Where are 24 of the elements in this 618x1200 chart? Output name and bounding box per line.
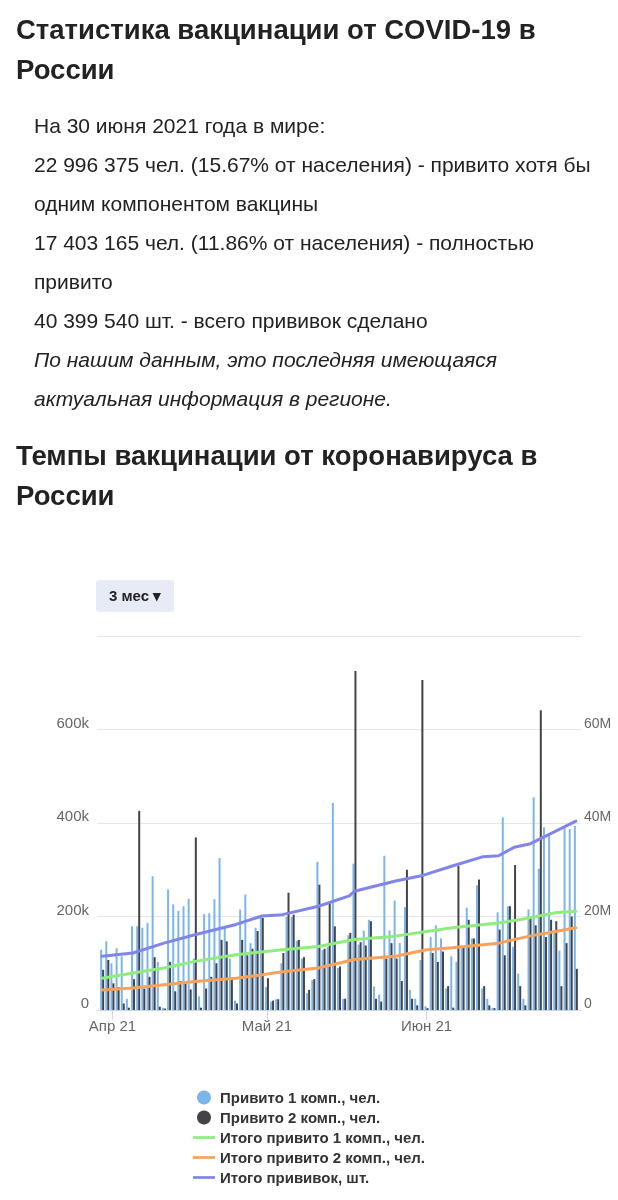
text: 17 403 165 чел. (11.86% от населения) - полностью привито <box>34 230 535 295</box>
y2-tick-label: 20M <box>584 901 612 918</box>
text: 22 996 375 чел. (15.67% от населения) - привито хотя бы одним компонентом вакцины <box>34 152 592 217</box>
text: На 30 июня 2021 года в мире: <box>34 113 327 139</box>
text: 40 399 540 шт. - всего прививок сделано <box>34 308 429 334</box>
chart-title: Статистика вакцинации от COVID-19 в России <box>15 13 537 87</box>
x-tick-label: Апр 21 <box>88 1017 137 1034</box>
text: По нашим данным, это последняя имеющаяся актуальная информация в регионе. <box>34 347 499 412</box>
x-tick-label: Май 21 <box>241 1017 293 1034</box>
chart-subtitle: Темпы вакцинации от коронавируса в России <box>15 439 539 513</box>
y-tick-label: 0 <box>80 994 89 1011</box>
y-tick-label: 200k <box>56 900 90 918</box>
legend-label: Итого привито 1 комп., чел. <box>219 1129 426 1146</box>
legend-label: Привито 1 комп., чел. <box>219 1089 381 1106</box>
text: 3 мес ▾ <box>96 580 175 612</box>
y-tick-label: 600k <box>56 713 90 731</box>
y2-tick-label: 0 <box>584 995 592 1011</box>
x-tick-label: Июн 21 <box>400 1017 453 1034</box>
legend-label: Итого прививок, шт. <box>219 1169 370 1186</box>
y-tick-label: 400k <box>56 807 90 824</box>
legend-label: Привито 2 комп., чел. <box>219 1109 381 1126</box>
y2-tick-label: 60M <box>584 714 612 731</box>
y2-tick-label: 40M <box>584 808 612 824</box>
legend-label: Итого привито 2 комп., чел. <box>219 1149 426 1166</box>
